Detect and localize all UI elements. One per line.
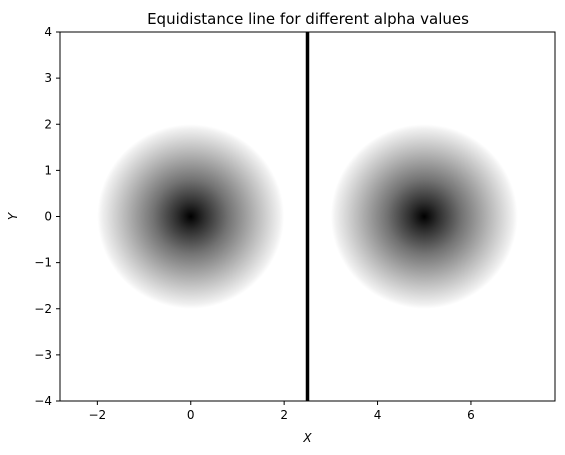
y-tick-label: −4 <box>34 394 52 408</box>
y-tick-label: 1 <box>44 163 52 177</box>
x-tick-label: 0 <box>187 408 195 422</box>
y-tick-label: −2 <box>34 302 52 316</box>
y-tick-label: −3 <box>34 348 52 362</box>
x-tick-label: 2 <box>280 408 288 422</box>
y-tick-label: 0 <box>44 210 52 224</box>
x-tick-label: 4 <box>374 408 382 422</box>
x-tick-label: −2 <box>89 408 107 422</box>
y-axis: −4 −3 −2 −1 0 1 2 3 4 <box>34 25 60 408</box>
y-tick-label: 2 <box>44 117 52 131</box>
x-tick-label: 6 <box>467 408 475 422</box>
y-tick-label: −1 <box>34 256 52 270</box>
density-blob-1 <box>97 124 285 309</box>
chart-title: Equidistance line for different alpha va… <box>147 10 469 28</box>
x-axis-label: X <box>302 431 312 445</box>
density-layer <box>97 124 518 309</box>
density-blob-2 <box>330 124 518 309</box>
y-tick-label: 4 <box>44 25 52 39</box>
y-tick-label: 3 <box>44 71 52 85</box>
y-axis-label: Y <box>6 211 20 220</box>
x-axis: −2 0 2 4 6 <box>89 401 475 422</box>
